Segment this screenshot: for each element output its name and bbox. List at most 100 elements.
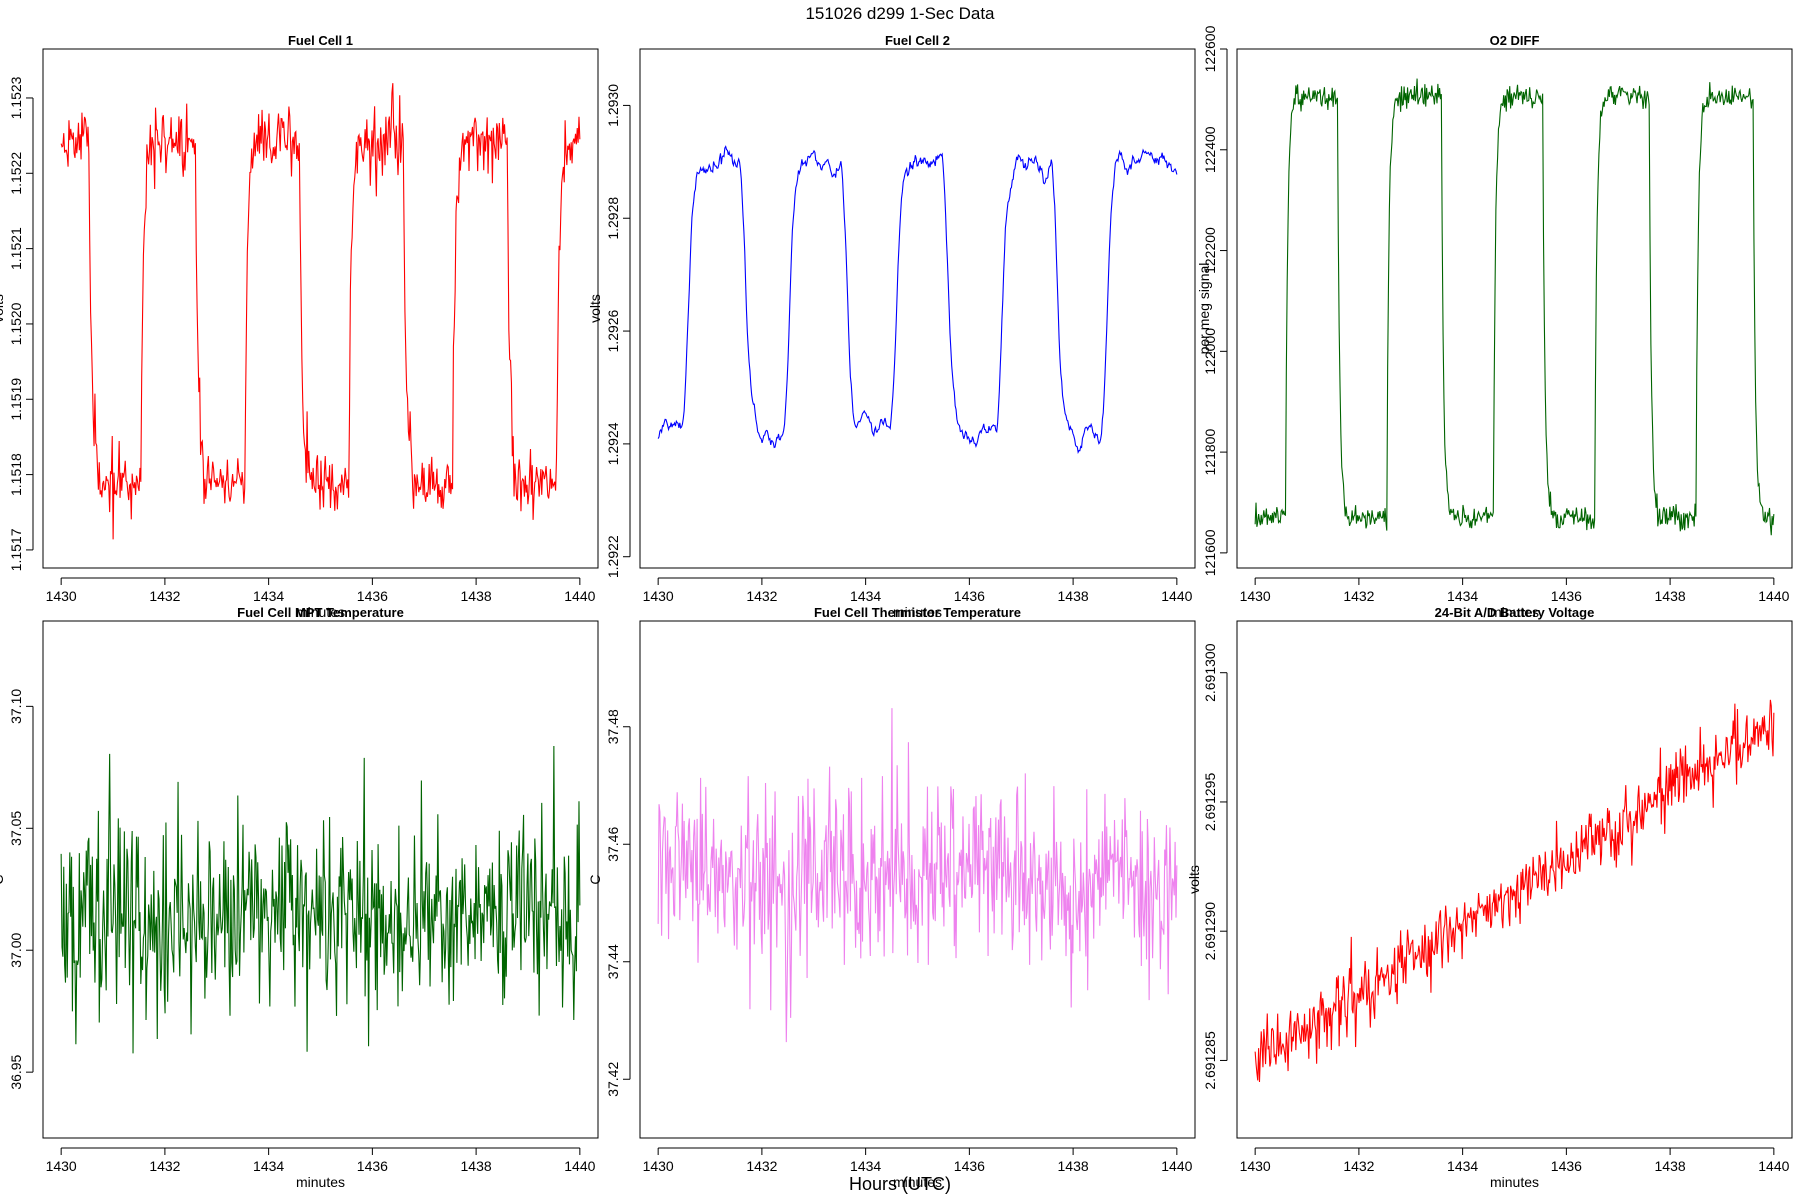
x-tick-label: 1432 [1343,1158,1374,1174]
x-tick-label: 1430 [1240,588,1271,604]
y-tick-label: 1.1518 [8,453,24,496]
panel-1: Fuel Cell 1 1430 1432 1434 1436 1438 1440 minut… [0,33,599,620]
x-axis: 1430 1432 1434 1436 1438 1440 minutes [643,1147,1193,1190]
figure-title: 151026 d299 1-Sec Data [805,4,995,23]
x-tick-label: 1440 [1161,588,1192,604]
y-axis-label: C [0,874,6,884]
x-tick-label: 1434 [1447,1158,1478,1174]
y-tick-label: 1.1519 [8,378,24,421]
y-tick-label: 122200 [1202,227,1218,274]
y-axis: 1.2922 1.2924 1.2926 1.2928 1.2930 volts [587,84,631,578]
y-tick-label: 122000 [1202,328,1218,375]
y-tick-label: 37.44 [605,944,621,979]
y-axis-label: per meg signal [1196,263,1212,355]
x-tick-label: 1430 [1240,1158,1271,1174]
plot-frame [639,48,1196,569]
x-tick-label: 1438 [1058,588,1089,604]
x-tick-label: 1434 [1447,588,1478,604]
series-line [60,746,581,1054]
y-tick-label: 1.2926 [605,309,621,352]
x-tick-label: 1436 [357,1158,388,1174]
panel-title: Fuel Cell MPT Temperature [237,605,404,620]
y-tick-label: 1.1522 [8,152,24,195]
x-axis-label: minutes [1490,1174,1539,1190]
panel-2: Fuel Cell 2 1430 1432 1434 1436 1438 1440 minut… [587,33,1196,620]
x-tick-label: 1434 [850,588,881,604]
x-tick-label: 1440 [1758,588,1789,604]
y-axis-label: volts [587,294,603,323]
x-tick-label: 1436 [1551,588,1582,604]
y-tick-label: 36.95 [8,1054,24,1089]
y-tick-label: 37.48 [605,709,621,744]
panel-title: Fuel Cell 1 [288,33,353,48]
plot-frame [1236,620,1793,1139]
x-tick-label: 1438 [1058,1158,1089,1174]
plot-frame [1236,48,1793,569]
panel-title: 24-Bit A/D Battery Voltage [1435,605,1595,620]
x-tick-label: 1434 [253,588,284,604]
y-tick-label: 1.2930 [605,84,621,127]
y-axis: 2.691285 2.691290 2.691295 2.691300 volts [1186,643,1228,1090]
panel-5: Fuel Cell Thermistor Temperature 1430 1432… [587,605,1196,1190]
x-axis-label: minutes [296,1174,345,1190]
y-axis: 121600 121800 122000 122200 122400 122600 per … [1196,25,1228,576]
panel-title: Fuel Cell 2 [885,33,950,48]
x-tick-label: 1438 [461,1158,492,1174]
x-tick-label: 1430 [46,1158,77,1174]
x-tick-label: 1430 [46,588,77,604]
x-tick-label: 1432 [746,1158,777,1174]
y-tick-label: 2.691290 [1202,902,1218,961]
x-tick-label: 1438 [1655,588,1686,604]
y-tick-label: 121600 [1202,529,1218,576]
y-axis-label: volts [0,294,6,323]
y-tick-label: 122400 [1202,126,1218,173]
panel-3: O2 DIFF 1430 1432 1434 1436 1438 1440 minutes 12… [1196,25,1793,620]
y-axis: 1.1517 1.1518 1.1519 1.1520 1.1521 1.1522 1.15… [0,76,34,571]
y-axis: 36.95 37.00 37.05 37.10 C [0,689,34,1090]
plot-frame [42,48,599,569]
series-line [60,83,581,540]
panels-container: Fuel Cell 1 1430 1432 1434 1436 1438 1440 minut… [0,25,1793,1190]
y-tick-label: 1.1523 [8,76,24,119]
y-tick-label: 37.46 [605,827,621,862]
x-axis-label: minutes [893,1174,942,1190]
plot-frame [42,620,599,1139]
x-tick-label: 1436 [954,1158,985,1174]
x-axis: 1430 1432 1434 1436 1438 1440 minutes [1240,577,1790,620]
y-tick-label: 1.2922 [605,535,621,578]
y-axis-label: C [587,874,603,884]
y-tick-label: 37.10 [8,689,24,724]
x-tick-label: 1434 [850,1158,881,1174]
y-tick-label: 1.1520 [8,302,24,345]
x-axis-label: minutes [893,604,942,620]
panel-title: Fuel Cell Thermistor Temperature [814,605,1021,620]
x-tick-label: 1436 [954,588,985,604]
series-line [1254,699,1775,1082]
x-axis: 1430 1432 1434 1436 1438 1440 minutes [643,577,1193,620]
x-axis: 1430 1432 1434 1436 1438 1440 minutes [46,577,596,620]
x-tick-label: 1432 [746,588,777,604]
x-tick-label: 1436 [1551,1158,1582,1174]
x-tick-label: 1440 [1161,1158,1192,1174]
x-axis-label: minutes [1490,604,1539,620]
series-line [657,708,1178,1043]
x-axis-label: minutes [296,604,345,620]
y-tick-label: 37.00 [8,932,24,967]
series-line [1254,78,1775,536]
y-tick-label: 1.1517 [8,528,24,571]
x-tick-label: 1440 [564,588,595,604]
x-tick-label: 1430 [643,1158,674,1174]
x-tick-label: 1430 [643,588,674,604]
x-tick-label: 1438 [1655,1158,1686,1174]
x-axis: 1430 1432 1434 1436 1438 1440 minutes [1240,1147,1790,1190]
y-tick-label: 122600 [1202,25,1218,72]
x-tick-label: 1440 [1758,1158,1789,1174]
y-tick-label: 121800 [1202,429,1218,476]
y-tick-label: 1.1521 [8,227,24,270]
figure-xlabel: Hours (UTC) [849,1174,951,1194]
y-axis-label: volts [1186,865,1202,894]
y-tick-label: 37.42 [605,1062,621,1097]
